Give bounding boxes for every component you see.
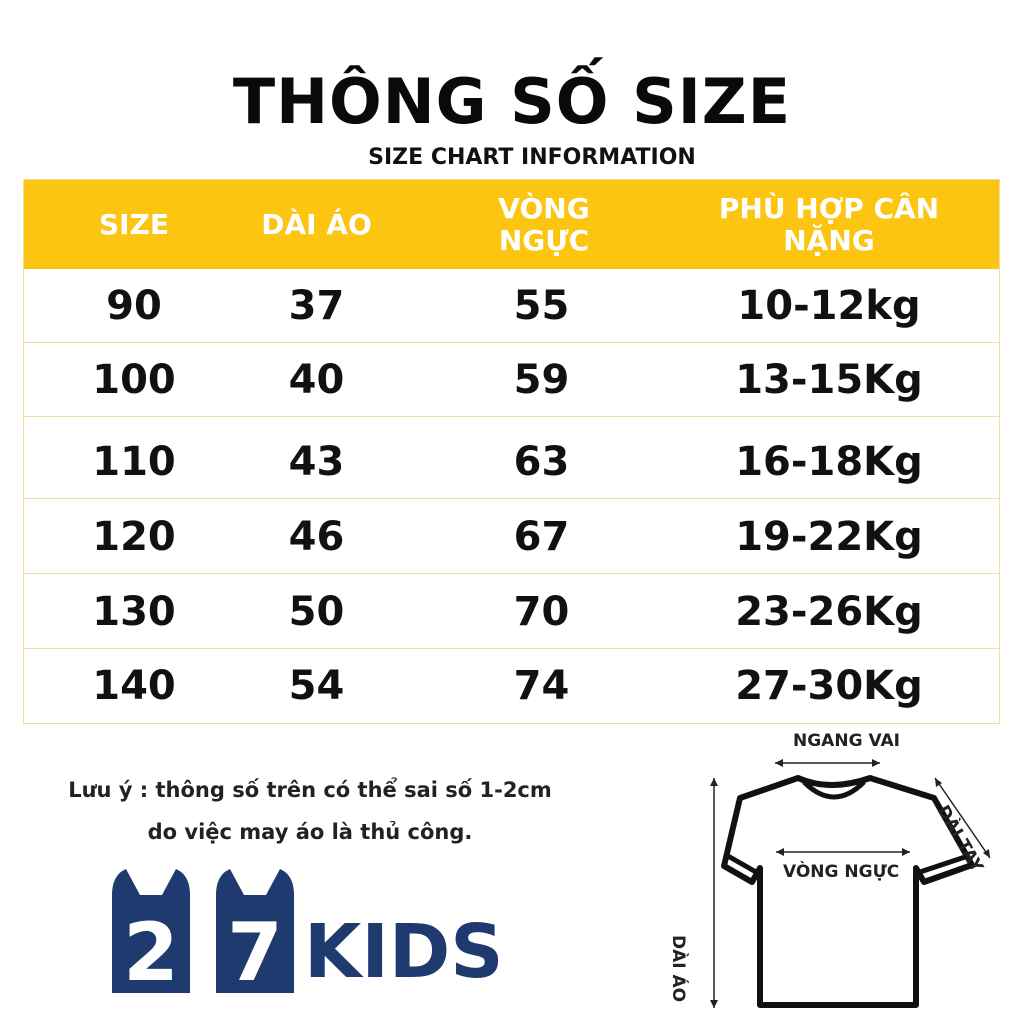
logo-badge-7: 7: [216, 869, 294, 995]
cell-size: 120: [92, 514, 176, 560]
cell-weight: 16-18Kg: [735, 439, 923, 485]
header-weight: PHÙ HỢP CÂN NẶNG: [718, 191, 940, 257]
sleeve-arrow: [934, 777, 991, 859]
logo-badge-2: 2: [112, 869, 190, 995]
header-length: DÀI ÁO: [261, 207, 372, 241]
cell-size: 110: [92, 439, 176, 485]
chest-arrow: [776, 848, 910, 856]
cell-chest: 67: [513, 514, 570, 560]
cell-chest: 59: [513, 357, 570, 403]
cell-size: 130: [92, 589, 176, 635]
cell-chest: 63: [513, 439, 570, 485]
note-line-1: Lưu ý : thông số trên có thể sai số 1-2c…: [68, 778, 552, 802]
tshirt-outline: [721, 775, 975, 1008]
chest-label: VÒNG NGỰC: [783, 862, 900, 882]
cell-length: 37: [288, 283, 345, 329]
table-row: 100 40 59 13-15Kg: [24, 343, 999, 417]
cell-chest: 70: [513, 589, 570, 635]
note-line-2: do việc may áo là thủ công.: [147, 820, 473, 844]
table-row: 140 54 74 27-30Kg: [24, 649, 999, 723]
table-row: 130 50 70 23-26Kg: [24, 575, 999, 649]
cell-length: 46: [288, 514, 345, 560]
cell-weight: 27-30Kg: [735, 663, 923, 709]
length-label: DÀI ÁO: [668, 935, 688, 1003]
cell-weight: 19-22Kg: [735, 514, 923, 560]
shoulder-arrow: [775, 759, 880, 767]
table-header-row: SIZE DÀI ÁO VÒNG NGỰC PHÙ HỢP CÂN NẶNG: [24, 180, 999, 269]
cell-length: 40: [288, 357, 345, 403]
header-size: SIZE: [98, 207, 169, 241]
table-row: 90 37 55 10-12kg: [24, 269, 999, 343]
cell-size: 90: [106, 283, 162, 329]
cell-size: 140: [92, 663, 176, 709]
logo-digit-7: 7: [227, 906, 283, 995]
cell-length: 50: [288, 589, 345, 635]
cell-length: 54: [288, 663, 345, 709]
header-chest: VÒNG NGỰC: [498, 191, 590, 257]
cell-size: 100: [92, 357, 176, 403]
page-title: THÔNG SỐ SIZE: [232, 65, 792, 138]
logo-digit-2: 2: [123, 906, 179, 995]
page-subtitle: SIZE CHART INFORMATION: [368, 145, 696, 170]
table-row: 110 43 63 16-18Kg: [24, 425, 999, 499]
brand-logo: 2 7 KIDS: [112, 869, 504, 995]
cell-weight: 23-26Kg: [735, 589, 923, 635]
logo-word: KIDS: [304, 909, 504, 995]
shoulder-label: NGANG VAI: [793, 731, 900, 751]
cell-weight: 10-12kg: [737, 283, 921, 329]
length-arrow: [710, 778, 718, 1008]
cell-chest: 74: [513, 663, 570, 709]
size-table: SIZE DÀI ÁO VÒNG NGỰC PHÙ HỢP CÂN NẶNG 9…: [23, 179, 1000, 724]
cell-weight: 13-15Kg: [735, 357, 923, 403]
cell-length: 43: [288, 439, 345, 485]
sleeve-cuff-right: [919, 853, 969, 875]
collar: [802, 780, 866, 800]
table-row: 120 46 67 19-22Kg: [24, 500, 999, 574]
sleeve-cuff-left: [726, 853, 758, 875]
tshirt-diagram: [710, 759, 991, 1008]
cell-chest: 55: [513, 283, 570, 329]
